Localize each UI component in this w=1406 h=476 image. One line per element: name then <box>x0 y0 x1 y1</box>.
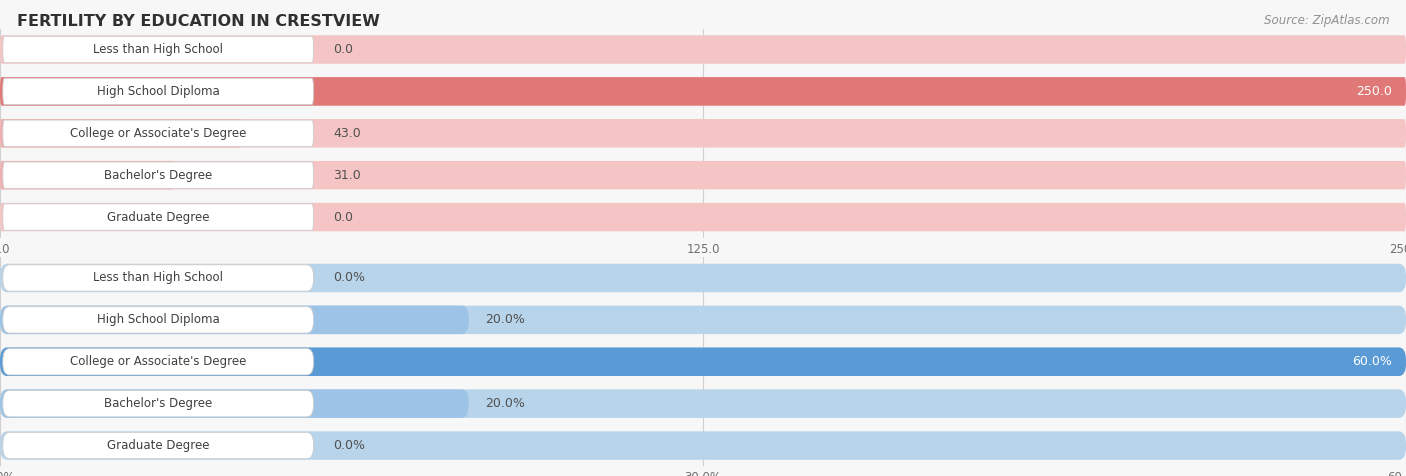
FancyBboxPatch shape <box>0 161 1406 189</box>
Text: 0.0%: 0.0% <box>333 439 366 452</box>
FancyBboxPatch shape <box>0 77 1406 106</box>
Text: 0.0: 0.0 <box>333 210 353 224</box>
FancyBboxPatch shape <box>0 203 1406 231</box>
Text: FERTILITY BY EDUCATION IN CRESTVIEW: FERTILITY BY EDUCATION IN CRESTVIEW <box>17 14 380 30</box>
Text: 60.0%: 60.0% <box>1353 355 1392 368</box>
Text: Graduate Degree: Graduate Degree <box>107 439 209 452</box>
Text: Graduate Degree: Graduate Degree <box>107 210 209 224</box>
FancyBboxPatch shape <box>0 431 1406 460</box>
FancyBboxPatch shape <box>0 77 1406 106</box>
Text: Bachelor's Degree: Bachelor's Degree <box>104 169 212 182</box>
Text: High School Diploma: High School Diploma <box>97 313 219 327</box>
Text: Less than High School: Less than High School <box>93 271 224 285</box>
FancyBboxPatch shape <box>0 389 1406 418</box>
Text: 20.0%: 20.0% <box>485 397 526 410</box>
FancyBboxPatch shape <box>3 390 314 417</box>
FancyBboxPatch shape <box>3 78 314 105</box>
Text: 0.0%: 0.0% <box>333 271 366 285</box>
FancyBboxPatch shape <box>3 348 314 375</box>
FancyBboxPatch shape <box>0 306 1406 334</box>
Text: College or Associate's Degree: College or Associate's Degree <box>70 355 246 368</box>
FancyBboxPatch shape <box>3 120 314 147</box>
Text: 20.0%: 20.0% <box>485 313 526 327</box>
FancyBboxPatch shape <box>3 36 314 63</box>
Text: High School Diploma: High School Diploma <box>97 85 219 98</box>
FancyBboxPatch shape <box>0 306 468 334</box>
Text: Less than High School: Less than High School <box>93 43 224 56</box>
Text: 31.0: 31.0 <box>333 169 361 182</box>
FancyBboxPatch shape <box>0 347 1406 376</box>
Text: 43.0: 43.0 <box>333 127 361 140</box>
FancyBboxPatch shape <box>0 119 1406 148</box>
Text: Bachelor's Degree: Bachelor's Degree <box>104 397 212 410</box>
FancyBboxPatch shape <box>0 264 1406 292</box>
Text: 250.0: 250.0 <box>1355 85 1392 98</box>
FancyBboxPatch shape <box>0 119 242 148</box>
FancyBboxPatch shape <box>0 161 174 189</box>
FancyBboxPatch shape <box>3 432 314 459</box>
Text: 0.0: 0.0 <box>333 43 353 56</box>
FancyBboxPatch shape <box>3 162 314 188</box>
FancyBboxPatch shape <box>3 204 314 230</box>
FancyBboxPatch shape <box>0 35 1406 64</box>
FancyBboxPatch shape <box>0 347 1406 376</box>
Text: Source: ZipAtlas.com: Source: ZipAtlas.com <box>1264 14 1389 27</box>
FancyBboxPatch shape <box>3 265 314 291</box>
FancyBboxPatch shape <box>3 307 314 333</box>
Text: College or Associate's Degree: College or Associate's Degree <box>70 127 246 140</box>
FancyBboxPatch shape <box>0 389 468 418</box>
